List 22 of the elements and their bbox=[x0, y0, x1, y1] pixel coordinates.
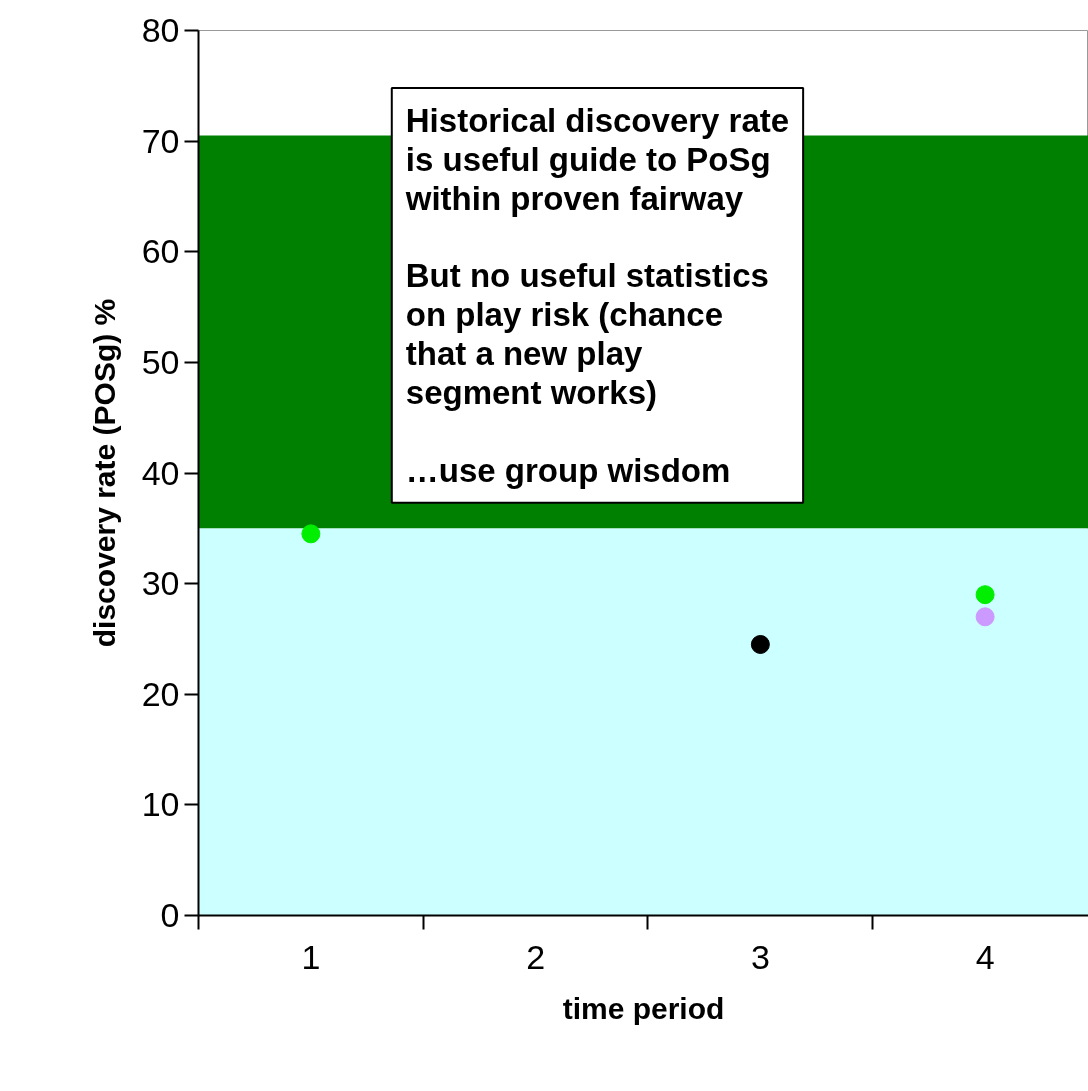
y-tick-label: 20 bbox=[141, 674, 180, 713]
y-tick-label: 10 bbox=[141, 785, 180, 824]
x-tick-label: 1 bbox=[301, 937, 321, 976]
y-tick-label: 50 bbox=[141, 342, 180, 381]
x-tick-label: 4 bbox=[975, 937, 995, 976]
y-axis-title: discovery rate (POSg) % bbox=[87, 298, 121, 648]
point bbox=[975, 585, 995, 605]
point bbox=[750, 634, 770, 654]
point bbox=[301, 524, 321, 544]
y-tick-label: 80 bbox=[141, 11, 180, 49]
y-tick-label: 30 bbox=[141, 564, 180, 603]
y-tick-label: 70 bbox=[141, 121, 180, 160]
x-axis-title: time period bbox=[562, 991, 725, 1025]
y-tick-label: 40 bbox=[141, 453, 180, 492]
annotation: …use group wisdom bbox=[405, 451, 731, 489]
annotation: But no useful statistics on play risk (chance that a new play segment works) bbox=[405, 257, 769, 411]
y-tick-label: 0 bbox=[160, 896, 180, 934]
point bbox=[975, 607, 995, 627]
annotation: Historical discovery rate is useful guide to PoSg within proven fairway bbox=[404, 102, 790, 217]
x-tick-label: 2 bbox=[526, 937, 546, 976]
y-tick-label: 60 bbox=[141, 232, 180, 271]
x-tick-label: 3 bbox=[750, 937, 770, 976]
